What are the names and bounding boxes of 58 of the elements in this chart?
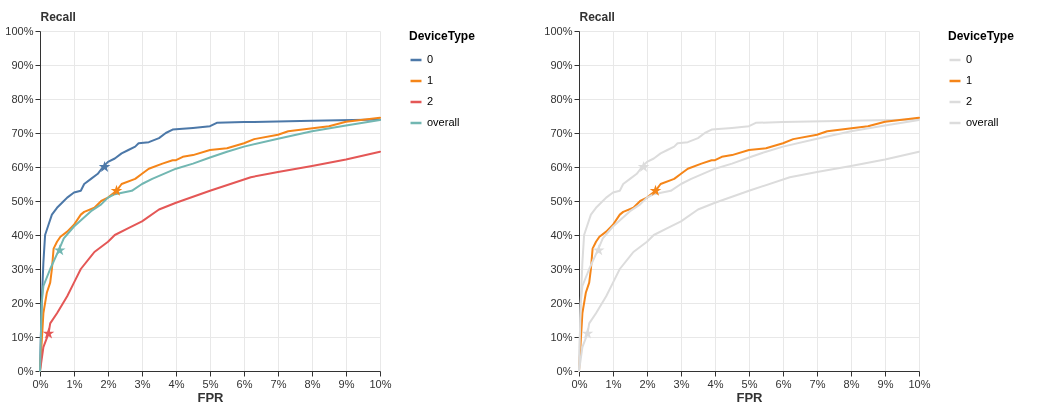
y-tick-label: 50% [550,194,573,207]
x-tick-label: 0% [32,377,49,390]
x-tick-label: 4% [168,377,185,390]
y-tick-label: 60% [11,160,34,173]
x-tick-label: 10% [369,377,392,390]
y-tick-label: 80% [11,92,34,105]
y-tick-label: 70% [11,126,34,139]
legend-label: overall [427,116,460,128]
x-tick-label: 8% [304,377,321,390]
x-tick-label: 2% [100,377,117,390]
legend-label: 2 [427,95,434,107]
x-tick-label: 8% [843,377,860,390]
legend-label: 0 [966,53,973,65]
x-tick-label: 2% [639,377,656,390]
y-tick-label: 50% [11,194,34,207]
y-tick-label: 20% [550,296,573,309]
legend-label: overall [966,116,999,128]
x-tick-label: 7% [809,377,826,390]
y-axis-title: Recall [40,9,76,24]
y-tick-label: 100% [544,24,573,37]
x-tick-label: 7% [270,377,287,390]
y-tick-label: 40% [550,228,573,241]
y-tick-label: 30% [550,262,573,275]
y-tick-label: 90% [550,58,573,71]
legend-label: 1 [427,74,434,86]
y-tick-label: 70% [550,126,573,139]
x-tick-label: 9% [877,377,894,390]
legend-label: 1 [966,74,973,86]
x-tick-label: 0% [571,377,588,390]
legend-title: DeviceType [409,29,476,43]
y-tick-label: 0% [556,364,573,377]
x-tick-label: 4% [707,377,724,390]
y-tick-label: 10% [11,330,34,343]
x-axis-title: FPR [736,389,764,403]
y-tick-label: 60% [550,160,573,173]
x-tick-label: 5% [202,377,219,390]
y-tick-label: 80% [550,92,573,105]
legend-label: 2 [966,95,973,107]
y-tick-label: 90% [11,58,34,71]
x-tick-label: 1% [66,377,83,390]
x-tick-label: 5% [741,377,758,390]
y-tick-label: 0% [17,364,34,377]
y-tick-label: 100% [5,24,34,37]
x-tick-label: 3% [134,377,151,390]
x-tick-label: 1% [605,377,622,390]
x-tick-label: 3% [673,377,690,390]
y-axis-title: Recall [579,9,615,24]
x-tick-label: 9% [338,377,355,390]
x-tick-label: 6% [236,377,253,390]
x-tick-label: 6% [775,377,792,390]
x-axis-title: FPR [197,389,225,403]
y-tick-label: 40% [11,228,34,241]
legend-title: DeviceType [948,29,1015,43]
y-tick-label: 30% [11,262,34,275]
y-tick-label: 20% [11,296,34,309]
legend-label: 0 [427,53,434,65]
x-tick-label: 10% [908,377,931,390]
y-tick-label: 10% [550,330,573,343]
